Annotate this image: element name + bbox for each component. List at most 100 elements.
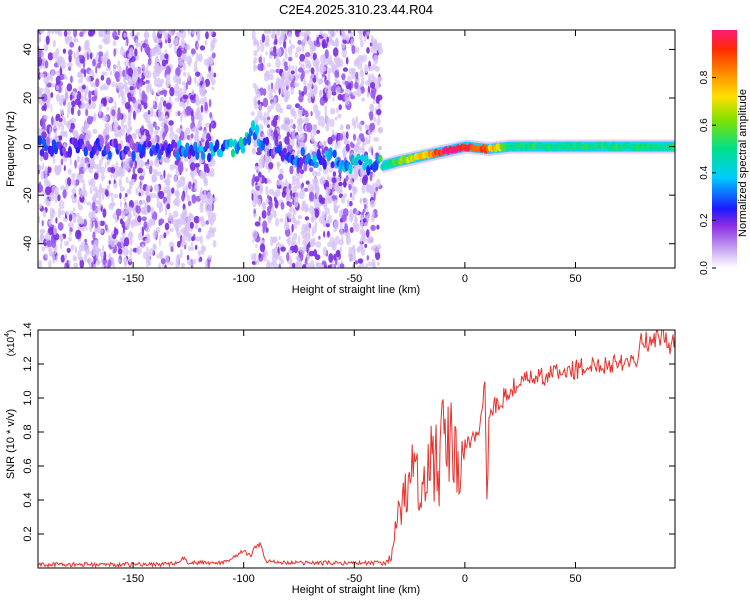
noise-cell <box>319 63 323 72</box>
noise-cell <box>175 111 178 117</box>
x-tick-label: -50 <box>346 273 362 285</box>
noise-cell <box>252 213 257 218</box>
noise-cell <box>359 197 363 202</box>
noise-cell <box>306 122 313 133</box>
noise-cell <box>376 94 383 101</box>
noise-cell <box>129 238 133 246</box>
noise-cell <box>277 114 281 123</box>
noise-cell <box>177 58 184 66</box>
y-tick-label: -40 <box>22 236 34 252</box>
noise-cell <box>62 48 67 54</box>
noise-cell <box>368 133 371 143</box>
noise-cell <box>255 197 259 204</box>
noise-cell <box>270 101 275 110</box>
noise-cell <box>309 167 314 173</box>
snr-xlabel: Height of straight line (km) <box>292 584 420 596</box>
noise-cell <box>44 166 48 175</box>
noise-cell <box>265 51 268 56</box>
noise-cell <box>49 191 55 196</box>
noise-cell <box>304 115 309 125</box>
noise-cell <box>258 216 261 223</box>
noise-cell <box>318 235 321 240</box>
noise-cell <box>180 240 185 248</box>
noise-cell <box>176 47 182 58</box>
noise-cell <box>163 179 169 184</box>
noise-cell <box>326 89 332 100</box>
snr-multiplier-base: (x10 <box>6 336 17 356</box>
noise-cell <box>89 158 95 166</box>
noise-cell <box>315 112 320 117</box>
noise-cell <box>297 137 301 145</box>
noise-cell <box>147 110 151 115</box>
noise-cell <box>111 81 116 87</box>
noise-cell <box>296 73 301 80</box>
noise-cell <box>267 105 272 113</box>
noise-cell <box>340 236 344 242</box>
noise-cell <box>340 221 343 232</box>
noise-cell <box>169 164 175 171</box>
noise-cell <box>149 160 154 166</box>
noise-cell <box>109 192 114 197</box>
noise-cell <box>71 187 77 195</box>
noise-cell <box>112 63 117 74</box>
y-tick-label: 0.6 <box>22 458 34 473</box>
noise-cell <box>201 173 207 180</box>
noise-cell <box>182 71 187 77</box>
noise-cell <box>191 110 194 117</box>
noise-cell <box>193 215 200 224</box>
noise-cell <box>334 76 338 82</box>
noise-cell <box>278 135 281 141</box>
noise-cell <box>76 90 82 101</box>
colorbar-tick-label: 0.8 <box>699 70 710 84</box>
noise-cell <box>338 209 343 218</box>
noise-cell <box>284 136 290 145</box>
noise-cell <box>84 238 88 243</box>
noise-cell <box>62 189 67 199</box>
noise-cell <box>107 259 112 268</box>
noise-cell <box>322 73 326 78</box>
noise-cell <box>92 116 96 122</box>
noise-cell <box>337 188 344 194</box>
noise-cell <box>345 175 349 182</box>
noise-cell <box>55 75 61 85</box>
noise-cell <box>345 56 349 65</box>
noise-cell <box>57 56 63 65</box>
noise-cell <box>110 173 113 179</box>
noise-cell <box>133 110 136 120</box>
signal-cell <box>45 136 51 147</box>
noise-cell <box>186 254 190 261</box>
noise-cell <box>174 97 181 102</box>
noise-cell <box>127 53 133 59</box>
noise-cell <box>265 198 270 203</box>
noise-cell <box>129 247 133 257</box>
signal-cell <box>330 161 335 169</box>
noise-cell <box>253 142 256 148</box>
noise-cell <box>192 182 196 190</box>
signal-cell <box>49 145 55 157</box>
noise-cell <box>255 243 258 249</box>
signal-cell <box>332 149 337 158</box>
noise-cell <box>59 108 64 115</box>
noise-cell <box>325 118 330 123</box>
noise-cell <box>152 121 157 128</box>
x-tick-label: -100 <box>233 573 255 585</box>
noise-cell <box>191 30 197 35</box>
noise-cell <box>258 171 262 178</box>
noise-cell <box>141 90 146 100</box>
noise-cell <box>165 102 172 110</box>
noise-cell <box>364 221 368 227</box>
signal-cell <box>314 161 319 168</box>
noise-cell <box>60 210 66 215</box>
noise-cell <box>289 260 293 268</box>
noise-cell <box>79 218 85 225</box>
noise-cell <box>67 222 74 229</box>
noise-cell <box>50 92 54 98</box>
noise-cell <box>357 264 362 268</box>
noise-cell <box>102 191 105 201</box>
noise-cell <box>203 58 209 66</box>
noise-cell <box>338 182 343 187</box>
noise-cell <box>78 86 82 92</box>
x-tick-label: 0 <box>462 273 468 285</box>
noise-cell <box>46 100 50 109</box>
noise-cell <box>351 67 356 73</box>
